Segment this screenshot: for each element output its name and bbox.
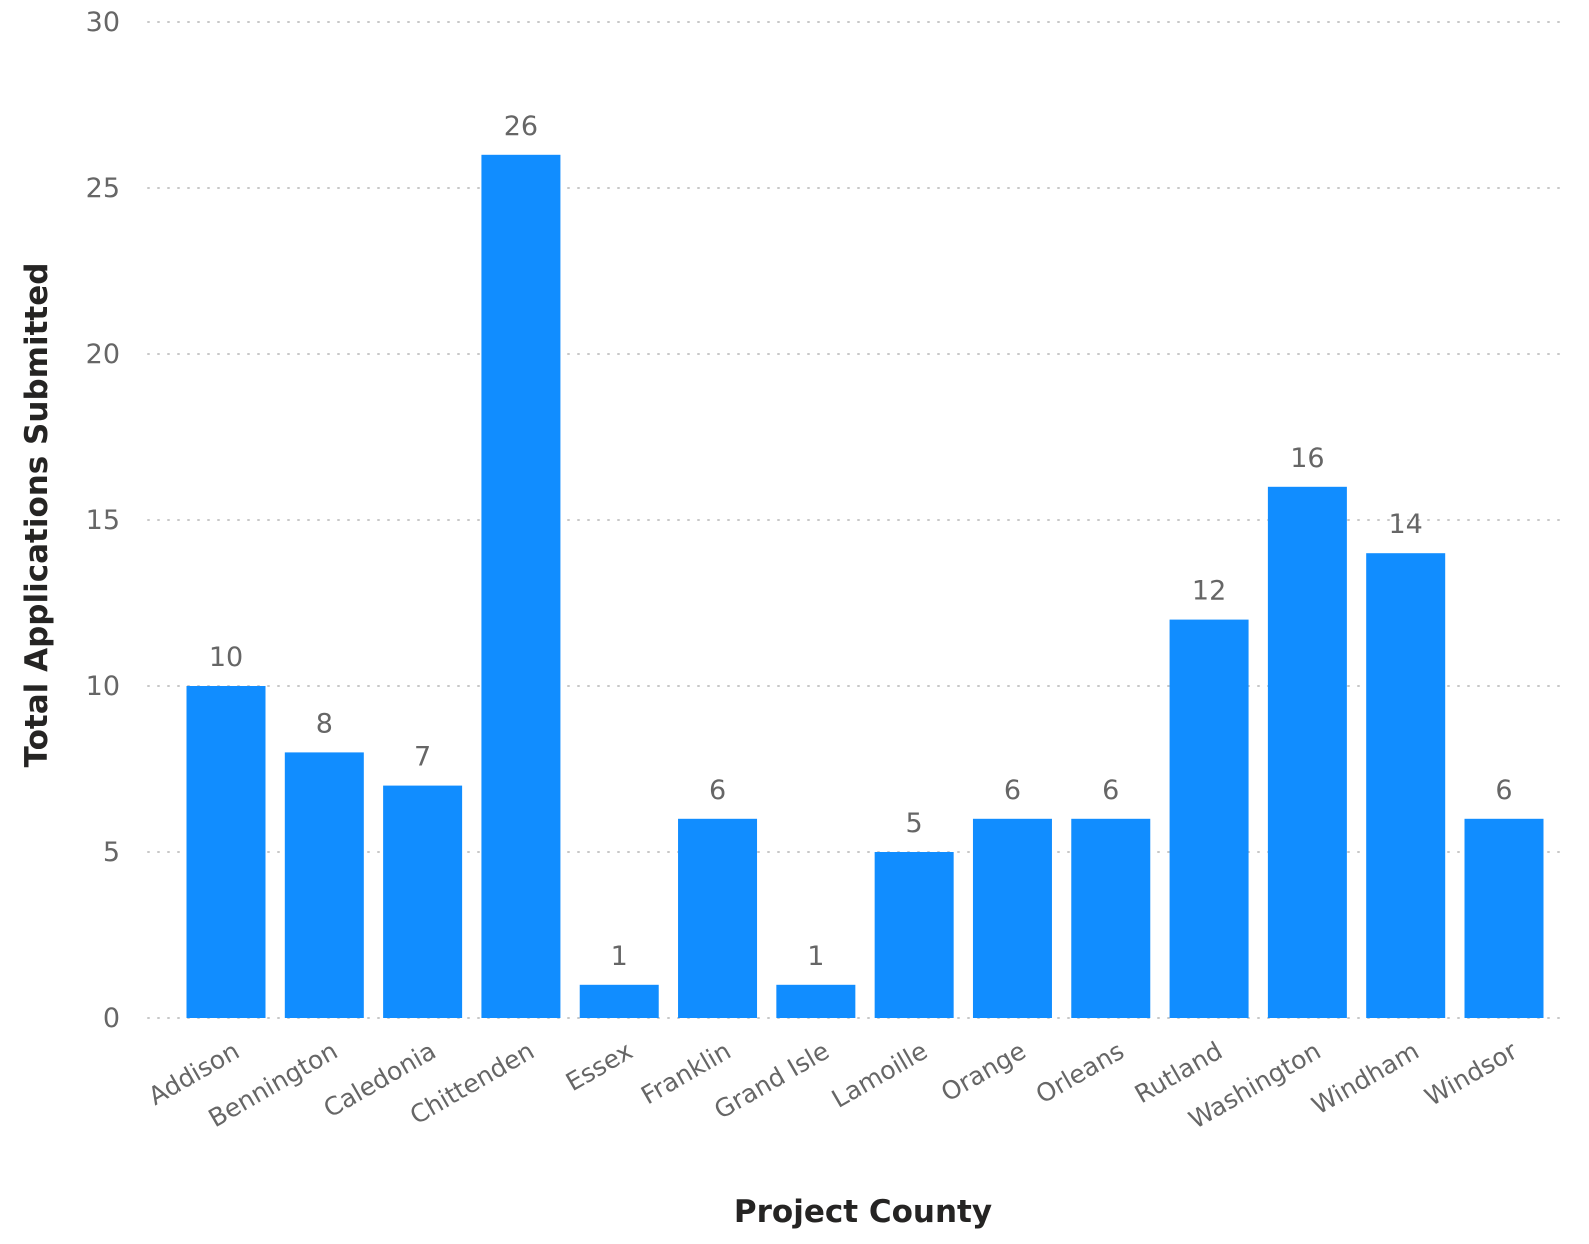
data-label: 6 [709, 775, 726, 806]
x-tick-label: Lamoille [827, 1036, 933, 1114]
data-label: 6 [1102, 775, 1119, 806]
y-tick-label: 30 [86, 7, 120, 38]
bar-washington[interactable] [1267, 486, 1347, 1018]
data-label: 6 [1495, 775, 1512, 806]
x-tick-label: Orleans [1031, 1036, 1129, 1109]
bar-orange[interactable] [972, 818, 1052, 1018]
bar-caledonia[interactable] [383, 785, 463, 1018]
data-label: 1 [611, 941, 628, 972]
y-axis-ticks: 0 5 10 15 20 25 30 [86, 7, 120, 1034]
bar-bennington[interactable] [284, 752, 364, 1018]
data-label: 26 [504, 111, 538, 142]
x-tick-label: Windsor [1420, 1036, 1523, 1112]
bars [186, 154, 1544, 1019]
bar-grand-isle[interactable] [776, 984, 856, 1018]
y-tick-label: 5 [103, 837, 120, 868]
bar-chittenden[interactable] [481, 154, 561, 1019]
y-tick-label: 20 [86, 339, 120, 370]
y-tick-label: 10 [86, 671, 120, 702]
y-tick-label: 15 [86, 505, 120, 536]
x-axis-title: Project County [734, 1194, 992, 1230]
data-label: 16 [1290, 443, 1324, 474]
data-label: 10 [209, 642, 243, 673]
y-axis-title: Total Applications Submitted [19, 263, 55, 768]
x-tick-label: Essex [561, 1036, 638, 1097]
x-tick-label: Orange [936, 1036, 1030, 1107]
data-label: 12 [1192, 576, 1226, 607]
bar-lamoille[interactable] [874, 852, 954, 1018]
bar-windsor[interactable] [1464, 818, 1544, 1018]
bar-franklin[interactable] [678, 818, 758, 1018]
data-label: 14 [1389, 509, 1423, 540]
data-label: 8 [316, 708, 333, 739]
bar-orleans[interactable] [1071, 818, 1151, 1018]
data-label: 1 [807, 941, 824, 972]
y-tick-label: 0 [103, 1003, 120, 1034]
bar-essex[interactable] [579, 984, 659, 1018]
data-label: 5 [906, 808, 923, 839]
x-tick-label: Windham [1307, 1036, 1424, 1120]
data-label: 6 [1004, 775, 1021, 806]
y-tick-label: 25 [86, 173, 120, 204]
data-label: 7 [414, 742, 431, 773]
bar-rutland[interactable] [1169, 619, 1249, 1018]
bar-addison[interactable] [186, 686, 266, 1018]
bar-windham[interactable] [1366, 553, 1446, 1018]
